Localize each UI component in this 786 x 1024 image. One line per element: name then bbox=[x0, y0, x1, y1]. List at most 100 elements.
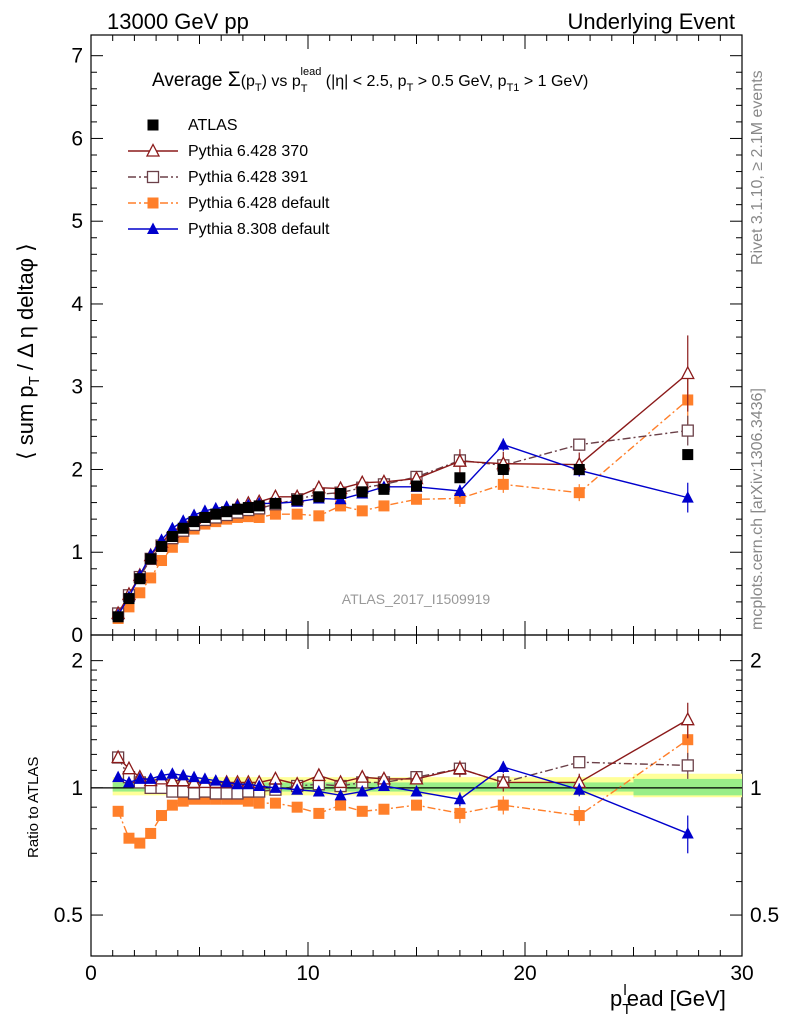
main-y-tick-labels: 0 1 2 3 4 5 6 7 bbox=[71, 45, 83, 647]
data-point bbox=[291, 508, 303, 520]
ratio-data-point bbox=[312, 785, 325, 797]
data-point bbox=[680, 365, 695, 380]
data-point bbox=[452, 453, 467, 467]
legend-marker bbox=[146, 170, 160, 184]
data-point bbox=[134, 573, 146, 585]
main-y-tick-label: 3 bbox=[71, 376, 83, 399]
ratio-data-point bbox=[410, 785, 423, 797]
ratio-data-point bbox=[497, 760, 510, 773]
series-0 bbox=[112, 449, 694, 623]
ratio-data-point bbox=[573, 756, 586, 769]
data-point bbox=[378, 483, 390, 495]
data-point bbox=[311, 479, 326, 494]
main-y-axis-label: ⟨ sum pT / Δ η deltaφ ⟩ bbox=[13, 243, 43, 460]
data-point bbox=[156, 555, 168, 567]
ratio-y-tick-label: 0.5 bbox=[54, 904, 83, 927]
header-left: 13000 GeV pp bbox=[107, 9, 249, 34]
ratio-data-point bbox=[242, 795, 254, 807]
ratio-data-point bbox=[573, 810, 585, 822]
data-point bbox=[166, 531, 178, 543]
ratio-data-point bbox=[133, 772, 146, 784]
ratio-data-point bbox=[177, 795, 189, 807]
ratio-data-point bbox=[155, 768, 168, 781]
data-point bbox=[145, 553, 157, 565]
data-point bbox=[313, 510, 325, 522]
data-point bbox=[269, 508, 281, 520]
data-point bbox=[231, 503, 243, 515]
ratio-y-tick-label: 1 bbox=[71, 777, 83, 800]
data-point bbox=[573, 463, 585, 475]
data-point bbox=[454, 472, 466, 484]
ratio-data-point bbox=[355, 769, 370, 783]
ratio-band-stat bbox=[633, 778, 742, 796]
data-point bbox=[253, 511, 265, 523]
data-point bbox=[221, 506, 233, 518]
data-point bbox=[166, 541, 178, 553]
series-3 bbox=[112, 375, 694, 624]
ratio-data-point bbox=[334, 788, 347, 801]
ratio-band-stat bbox=[112, 782, 634, 792]
ratio-data-point bbox=[209, 787, 222, 800]
data-point bbox=[123, 601, 135, 613]
header-right: Underlying Event bbox=[567, 9, 735, 34]
main-y-tick-label: 6 bbox=[71, 127, 83, 150]
main-y-tick-label: 0 bbox=[71, 624, 83, 647]
ratio-y-tick-labels: 0.5 1 2 0.5 1 2 bbox=[54, 650, 779, 927]
ratio-data-point bbox=[166, 785, 179, 798]
ratio-data-point bbox=[291, 801, 303, 813]
x-tick-label: 10 bbox=[296, 962, 319, 985]
legend-marker bbox=[147, 222, 159, 234]
ratio-y-tick-label: 2 bbox=[71, 650, 83, 673]
data-point bbox=[356, 505, 368, 517]
data-point bbox=[573, 438, 586, 451]
ratio-data-point bbox=[335, 799, 347, 811]
ratio-y-tick-label-right: 0.5 bbox=[750, 904, 779, 927]
ratio-data-point bbox=[112, 805, 124, 817]
ratio-data-point bbox=[198, 772, 211, 784]
ratio-data-point bbox=[231, 777, 244, 790]
data-point bbox=[454, 492, 466, 504]
ratio-data-point bbox=[220, 787, 233, 800]
ratio-y-tick-label-right: 2 bbox=[750, 650, 762, 673]
ratio-data-point bbox=[144, 772, 157, 784]
main-y-tick-label: 1 bbox=[71, 541, 83, 564]
ratio-data-point bbox=[454, 807, 466, 819]
data-point bbox=[453, 484, 466, 496]
main-plot-series bbox=[111, 335, 695, 624]
ratio-data-point bbox=[269, 797, 281, 809]
ratio-data-point bbox=[409, 770, 424, 785]
mcplots-label: mcplots.cern.ch [arXiv:1306.3436] bbox=[749, 388, 766, 630]
data-point bbox=[497, 438, 510, 450]
data-point bbox=[166, 521, 179, 534]
data-point bbox=[145, 572, 157, 584]
ratio-y-tick-label-right: 1 bbox=[750, 777, 762, 800]
ratio-data-point bbox=[253, 797, 265, 809]
ratio-data-point bbox=[452, 760, 467, 775]
ratio-data-point bbox=[680, 711, 695, 726]
data-point bbox=[411, 480, 422, 492]
ratio-series-4 bbox=[112, 760, 694, 854]
data-point bbox=[497, 463, 509, 475]
ratio-data-point bbox=[209, 774, 222, 786]
data-point bbox=[242, 511, 254, 523]
ratio-data-point bbox=[333, 774, 348, 789]
ratio-data-point bbox=[145, 827, 157, 839]
data-point bbox=[210, 508, 222, 520]
data-point bbox=[134, 587, 146, 599]
x-tick-label: 30 bbox=[730, 962, 753, 985]
ratio-data-point bbox=[231, 787, 244, 800]
analysis-watermark: ATLAS_2017_I1509919 bbox=[342, 591, 491, 607]
ratio-data-point bbox=[122, 775, 135, 788]
data-point bbox=[411, 493, 422, 505]
rivet-label: Rivet 3.1.10, ≥ 2.1M events bbox=[749, 70, 766, 265]
main-y-tick-label: 2 bbox=[71, 458, 83, 481]
ratio-data-point bbox=[165, 772, 180, 787]
ratio-data-point bbox=[199, 793, 211, 805]
data-point bbox=[188, 516, 200, 528]
data-point bbox=[313, 491, 325, 503]
ratio-data-point bbox=[166, 799, 178, 811]
data-point bbox=[681, 491, 694, 503]
ratio-data-point bbox=[112, 770, 125, 783]
x-axis-label: pTlead [GeV] bbox=[610, 982, 726, 1018]
ratio-data-point bbox=[166, 767, 179, 779]
